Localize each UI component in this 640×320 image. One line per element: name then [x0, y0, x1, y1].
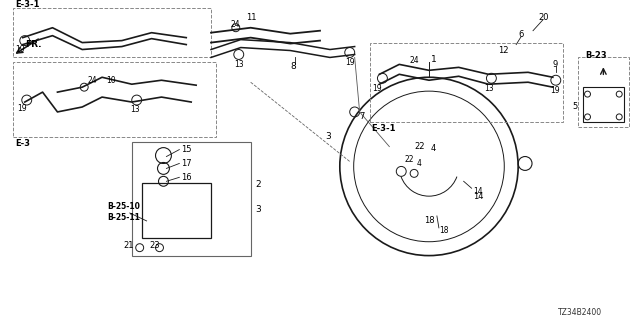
Bar [141, 183, 211, 238]
Text: B-23: B-23 [586, 51, 607, 60]
Text: 23: 23 [150, 241, 160, 250]
Text: E-3-1: E-3-1 [15, 0, 39, 10]
Text: 19: 19 [15, 45, 24, 54]
Text: 24: 24 [231, 20, 241, 29]
Text: 21: 21 [124, 241, 134, 250]
Text: 14: 14 [474, 187, 483, 196]
Text: 11: 11 [246, 13, 256, 22]
Text: 16: 16 [181, 173, 192, 182]
Text: 24: 24 [87, 76, 97, 85]
Text: 6: 6 [518, 30, 524, 39]
Bar [13, 8, 211, 58]
Text: 22: 22 [404, 155, 413, 164]
Text: 4: 4 [417, 159, 422, 168]
Bar [582, 87, 624, 122]
Text: B-25-10: B-25-10 [107, 202, 140, 211]
Text: 5: 5 [573, 102, 578, 111]
Text: 19: 19 [17, 104, 26, 114]
Text: 3: 3 [255, 204, 261, 213]
Text: 22: 22 [414, 142, 424, 151]
Text: 19: 19 [345, 58, 355, 67]
Text: 12: 12 [499, 46, 509, 55]
Text: FR.: FR. [25, 40, 41, 49]
Text: E-3: E-3 [15, 139, 30, 148]
Text: 15: 15 [181, 145, 192, 154]
Bar [13, 62, 216, 137]
Text: E-3-1: E-3-1 [371, 124, 396, 133]
Text: 14: 14 [474, 192, 484, 201]
Text: 18: 18 [439, 226, 449, 235]
Text: 8: 8 [291, 62, 296, 71]
Text: 3: 3 [325, 132, 331, 141]
Text: 13: 13 [234, 60, 243, 69]
Text: 7: 7 [360, 112, 365, 121]
Text: 20: 20 [538, 13, 548, 22]
Text: 2: 2 [255, 180, 261, 189]
Text: 9: 9 [553, 60, 558, 69]
Bar [577, 58, 629, 127]
Text: 19: 19 [372, 84, 382, 93]
Text: TZ34B2400: TZ34B2400 [558, 308, 602, 316]
Text: 17: 17 [181, 159, 192, 168]
Text: 13: 13 [130, 106, 140, 115]
Bar [132, 142, 251, 256]
Text: 1: 1 [431, 55, 436, 64]
Text: 19: 19 [550, 86, 559, 95]
Text: B-25-11: B-25-11 [107, 213, 140, 222]
Text: 24: 24 [409, 56, 419, 65]
Bar [369, 43, 563, 122]
Text: 4: 4 [431, 144, 436, 153]
Text: 13: 13 [484, 84, 494, 93]
Text: 10: 10 [106, 76, 116, 85]
Text: 18: 18 [424, 216, 435, 225]
